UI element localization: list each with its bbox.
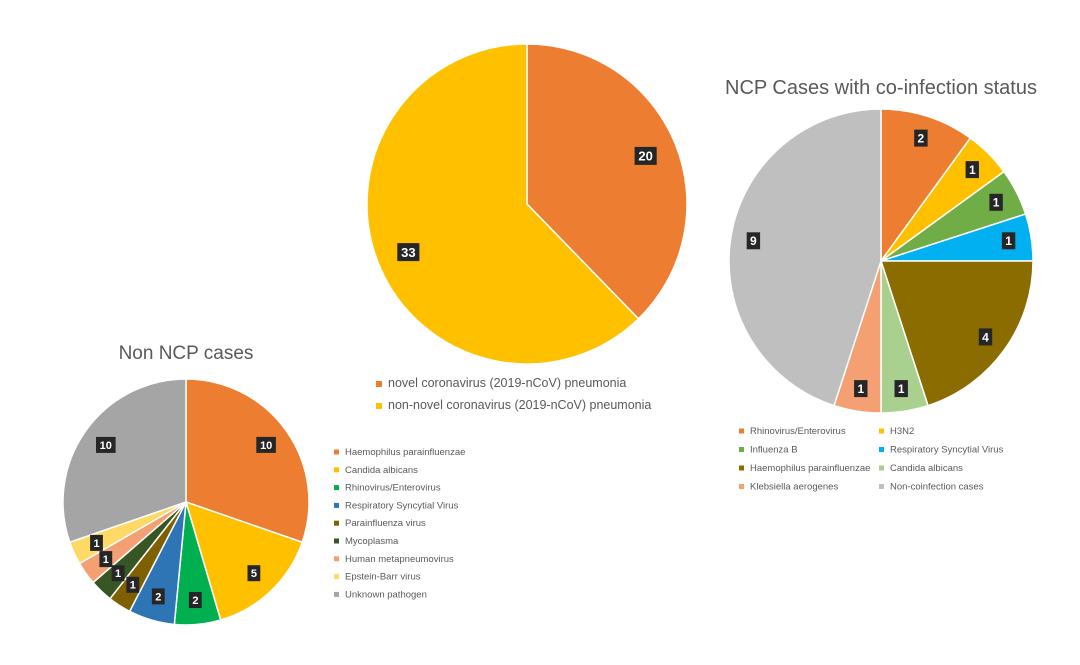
slice-candida-albicans <box>184 500 304 621</box>
data-label-bg <box>894 380 908 398</box>
data-label-bg <box>96 436 116 453</box>
legend-swatch-non-novel-coronavirus-2019-ncov-pneumonia <box>376 403 382 409</box>
legend-swatch-novel-coronavirus-2019-ncov-pneumonia <box>376 381 382 387</box>
data-label-respiratory-syncytial-virus: 1 <box>1005 234 1012 248</box>
legend-label-h3n2: H3N2 <box>890 426 914 437</box>
legend-swatch-respiratory-syncytial-virus <box>879 447 884 452</box>
data-label-haemophilus-parainfluenzae: 10 <box>260 440 272 452</box>
data-label-bg <box>978 328 993 346</box>
data-label-respiratory-syncytial-virus: 2 <box>155 591 161 603</box>
data-label-bg <box>99 551 113 568</box>
legend-label-rhinovirus-enterovirus: Rhinovirus/Enterovirus <box>345 483 441 494</box>
data-label-unknown-pathogen: 10 <box>100 440 112 452</box>
legend-swatch-human-metapneumovirus <box>334 556 339 562</box>
legend-label-candida-albicans: Candida albicans <box>345 465 418 476</box>
data-label-bg <box>111 565 125 582</box>
legend-swatch-non-coinfection-cases <box>879 484 884 489</box>
legend-label-respiratory-syncytial-virus: Respiratory Syncytial Virus <box>890 445 1004 456</box>
data-label-bg <box>90 534 103 551</box>
pie-chart-ncp-status: 20 33 novel coronavirus (2019-nCoV) pneumo… <box>366 43 688 412</box>
data-label-non-novel-coronavirus-2019-ncov-pneumonia: 33 <box>401 245 415 260</box>
legend-swatch-haemophilus-parainfluenzae <box>334 449 339 455</box>
data-label-candida-albicans: 5 <box>251 568 257 580</box>
chart-title: Non NCP cases <box>119 343 254 364</box>
data-label-bg <box>256 436 276 453</box>
data-label-mycoplasma: 1 <box>115 568 121 580</box>
data-label-klebsiella-aerogenes: 1 <box>857 382 864 396</box>
slice-non-novel-coronavirus-2019-ncov-pneumonia <box>366 43 640 365</box>
data-label-non-coinfection-cases: 9 <box>750 234 757 248</box>
data-label-bg <box>914 129 928 147</box>
legend-label-human-metapneumovirus: Human metapneumovirus <box>345 554 454 565</box>
legend-swatch-h3n2 <box>879 428 884 434</box>
data-label-bg <box>247 565 261 582</box>
data-label-novel-coronavirus-2019-ncov-pneumonia: 20 <box>638 149 652 164</box>
data-label-human-metapneumovirus: 1 <box>103 554 109 566</box>
data-label-bg <box>965 161 979 179</box>
legend-swatch-klebsiella-aerogenes <box>739 484 744 489</box>
legend-label-mycoplasma: Mycoplasma <box>345 536 399 547</box>
data-label-parainfluenza-virus: 1 <box>130 580 136 592</box>
data-label-bg <box>397 243 420 262</box>
legend-label-haemophilus-parainfluenzae: Haemophilus parainfluenzae <box>750 463 870 474</box>
data-label-bg <box>989 193 1003 211</box>
pie-chart-ncp-coinfection: NCP Cases with co-infection status 2 1 1 1 4 1… <box>725 77 1037 493</box>
legend-label-respiratory-syncytial-virus: Respiratory Syncytial Virus <box>345 500 459 511</box>
legend-label-candida-albicans: Candida albicans <box>890 463 963 474</box>
slice-haemophilus-parainfluenzae <box>185 378 310 544</box>
data-label-bg <box>151 588 165 605</box>
data-label-bg <box>634 146 657 165</box>
data-label-bg <box>188 592 202 608</box>
data-label-bg <box>746 232 761 250</box>
data-label-haemophilus-parainfluenzae: 4 <box>982 330 989 344</box>
legend-swatch-candida-albicans <box>334 467 339 473</box>
legend-label-epstein-barr-virus: Epstein-Barr virus <box>345 572 421 583</box>
slice-unknown-pathogen <box>62 378 187 544</box>
data-label-bg <box>854 380 868 398</box>
chart-title: NCP Cases with co-infection status <box>725 77 1037 99</box>
legend-label-klebsiella-aerogenes: Klebsiella aerogenes <box>750 482 838 493</box>
legend-swatch-rhinovirus-enterovirus <box>334 485 339 491</box>
legend-swatch-unknown-pathogen <box>334 591 339 597</box>
legend-label-parainfluenza-virus: Parainfluenza virus <box>345 518 426 529</box>
legend-label-influenza-b: Influenza B <box>750 445 798 456</box>
legend-swatch-respiratory-syncytial-virus <box>334 502 339 508</box>
slice-rhinovirus-enterovirus <box>880 108 972 264</box>
legend-label-non-coinfection-cases: Non-coinfection cases <box>890 482 984 493</box>
legend-label-haemophilus-parainfluenzae: Haemophilus parainfluenzae <box>345 447 465 458</box>
data-label-rhinovirus-enterovirus: 2 <box>192 595 198 607</box>
data-label-influenza-b: 1 <box>993 196 1000 210</box>
slice-haemophilus-parainfluenzae <box>879 260 1034 407</box>
legend-label-non-novel-coronavirus-2019-ncov-pneumonia: non-novel coronavirus (2019-nCoV) pneumo… <box>388 398 651 412</box>
data-label-rhinovirus-enterovirus: 2 <box>918 131 925 145</box>
data-label-bg <box>126 576 140 593</box>
slice-non-coinfection-cases <box>728 108 882 407</box>
legend-swatch-haemophilus-parainfluenzae <box>739 465 744 471</box>
data-label-h3n2: 1 <box>969 163 976 177</box>
slice-novel-coronavirus-2019-ncov-pneumonia <box>526 43 688 320</box>
legend-swatch-candida-albicans <box>879 465 884 471</box>
legend-swatch-rhinovirus-enterovirus <box>739 428 744 434</box>
legend-swatch-influenza-b <box>739 447 744 452</box>
data-label-candida-albicans: 1 <box>898 382 905 396</box>
legend-label-unknown-pathogen: Unknown pathogen <box>345 589 427 600</box>
data-label-bg <box>1001 232 1016 250</box>
legend-swatch-parainfluenza-virus <box>334 520 339 526</box>
legend-label-novel-coronavirus-2019-ncov-pneumonia: novel coronavirus (2019-nCoV) pneumonia <box>388 376 626 390</box>
legend-swatch-mycoplasma <box>334 538 339 544</box>
data-label-epstein-barr-virus: 1 <box>93 538 99 550</box>
legend-swatch-epstein-barr-virus <box>334 574 339 580</box>
legend-label-rhinovirus-enterovirus: Rhinovirus/Enterovirus <box>750 426 846 437</box>
